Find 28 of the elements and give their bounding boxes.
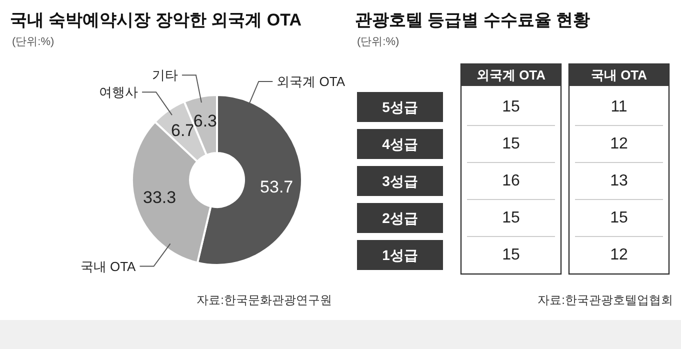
data-label: 15 [502, 246, 520, 264]
data-label: 6.7 [170, 121, 195, 140]
data-label: 33.3 [142, 188, 176, 207]
data-label: 15 [502, 210, 520, 226]
data-label: 13 [610, 172, 628, 190]
data-label: 12 [610, 136, 628, 152]
chart-title: 관광호텔 등급별 수수료율 현황 [355, 10, 590, 30]
y-tick-label: 4성급 [382, 136, 418, 152]
data-label: 6.3 [193, 112, 218, 131]
y-tick-label: 2성급 [382, 210, 418, 226]
data-label: 15 [610, 210, 628, 226]
y-tick-label: 1성급 [382, 247, 418, 263]
y-tick-label: 3성급 [382, 173, 418, 189]
slice-label: 기타 [152, 68, 178, 83]
data-label: 15 [502, 98, 520, 116]
y-tick-label: 5성급 [382, 99, 418, 115]
text: 자료:한국관광호텔업협회 [538, 293, 673, 307]
data-label: 53.7 [260, 177, 294, 196]
chart-subtitle: (단위:%) [357, 36, 400, 48]
slice-label: 여행사 [99, 84, 138, 100]
slice-label: 국내 OTA [80, 258, 136, 274]
data-label: 15 [502, 136, 520, 152]
data-label: 16 [502, 172, 520, 190]
chart-title: 국내 숙박예약시장 장악한 외국계 OTA [10, 10, 302, 30]
data-label: 12 [610, 246, 628, 264]
text: 자료:한국문화관광연구원 [196, 293, 332, 307]
data-label: 11 [610, 98, 628, 116]
chart-subtitle: (단위:%) [12, 36, 54, 48]
